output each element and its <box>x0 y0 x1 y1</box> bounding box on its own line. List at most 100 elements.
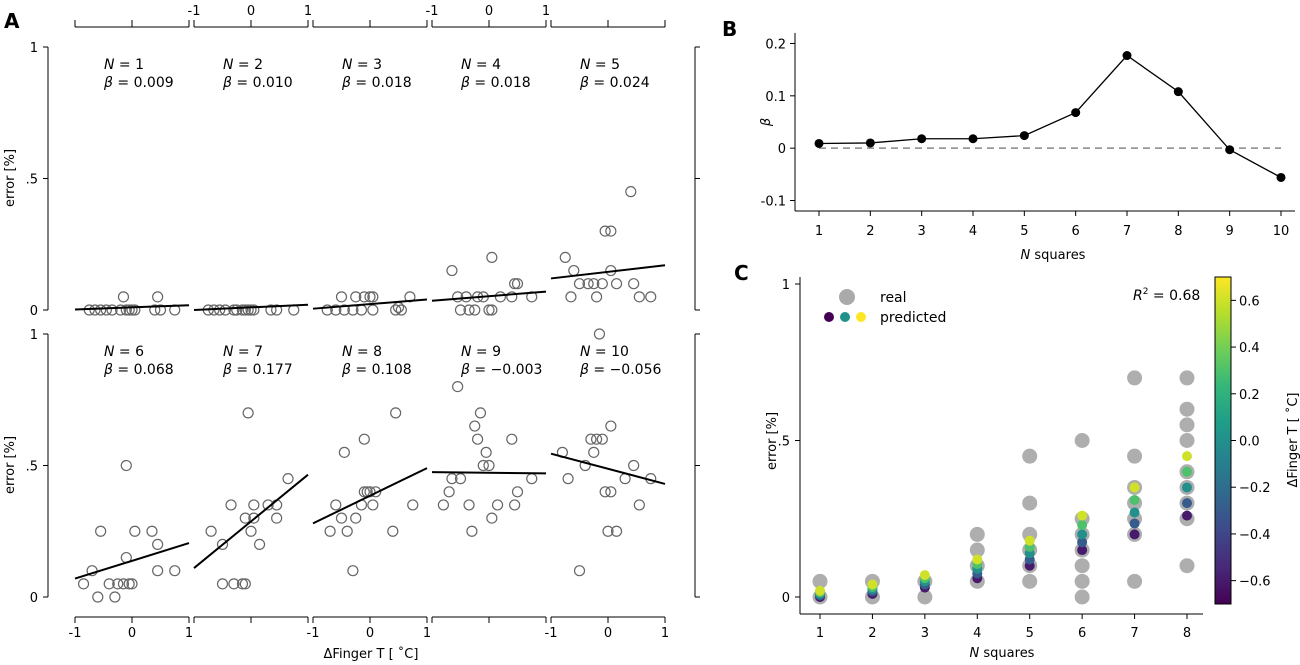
subplot-n-label: N = 4 <box>461 57 501 73</box>
data-point <box>605 486 617 498</box>
data-point <box>628 459 640 472</box>
beta-point <box>1122 51 1132 61</box>
data-point <box>392 301 405 313</box>
data-point <box>407 499 419 511</box>
beta-symbol: β <box>222 362 232 378</box>
panel-b-xtick-label: 8 <box>1174 224 1182 239</box>
colorbar-gradient <box>1214 276 1232 605</box>
regression-line <box>550 452 666 485</box>
n-value: = 3 <box>352 57 382 73</box>
beta-point <box>968 134 978 144</box>
subplot-beta-label: β = 0.010 <box>222 75 293 91</box>
data-point <box>282 473 294 485</box>
beta-point <box>1071 108 1081 118</box>
panel-b-ytick-label: -0.1 <box>761 195 786 210</box>
data-point <box>483 304 495 316</box>
beta-symbol: β <box>579 362 589 378</box>
data-point <box>109 591 121 603</box>
beta-symbol: β <box>222 75 232 91</box>
data-point <box>454 304 467 316</box>
data-point <box>596 433 608 445</box>
predicted-point <box>1024 535 1035 546</box>
real-point <box>1179 558 1195 574</box>
panel-a-ytick-label: 1 <box>30 41 38 56</box>
data-point <box>395 304 407 316</box>
data-point <box>486 251 498 263</box>
real-point <box>1074 558 1090 574</box>
subplot-n-label: N = 5 <box>580 57 620 73</box>
data-point <box>129 525 141 537</box>
beta-point <box>1225 145 1235 155</box>
data-point <box>511 486 524 498</box>
data-point <box>605 225 617 237</box>
data-point <box>239 512 251 524</box>
n-symbol: N <box>223 57 234 73</box>
legend-real-marker <box>839 289 855 305</box>
data-point <box>599 486 611 498</box>
data-point <box>77 578 90 590</box>
n-symbol: N <box>342 344 353 360</box>
predicted-point <box>1129 529 1140 540</box>
data-point <box>228 304 240 316</box>
panel-a-subplot-n9: N = 9β = −0.003 <box>431 344 547 537</box>
panel-a-ylabel-bottom: error [%] <box>3 436 18 494</box>
n-symbol: N <box>104 57 115 73</box>
panel-a-xlabel: ΔFinger T [ ˚C] <box>324 646 419 662</box>
data-point <box>582 278 594 290</box>
data-point <box>506 291 518 303</box>
data-point <box>364 291 376 303</box>
beta-value: = 0.068 <box>113 362 174 378</box>
data-point <box>242 407 254 419</box>
subplot-n-label: N = 7 <box>223 344 263 360</box>
panel-a-subplot-n6: N = 6β = 0.068 <box>74 344 190 603</box>
data-point <box>350 291 362 303</box>
real-point <box>1179 401 1195 417</box>
panel-c-ytick-label: 1 <box>782 278 790 293</box>
beta-value: = 0.009 <box>113 75 174 91</box>
data-point <box>509 499 521 511</box>
data-point <box>573 278 586 290</box>
predicted-point <box>1129 518 1140 529</box>
panel-b-xlabel-n: N <box>1021 248 1031 263</box>
panel-a-top-tick-label: -1 <box>188 4 201 19</box>
data-point <box>474 407 487 419</box>
n-value: = 6 <box>114 344 144 360</box>
r-squared-annotation: R2 = 0.68 <box>1133 287 1200 304</box>
data-point <box>106 304 118 316</box>
data-point <box>154 304 167 316</box>
beta-series-line <box>818 54 1282 179</box>
colorbar-label-delta: Δ <box>1286 478 1300 487</box>
subplot-beta-label: β = 0.018 <box>341 75 412 91</box>
panel-a-bottom-tick-label: 0 <box>604 626 612 641</box>
data-point <box>92 591 104 603</box>
panel-a-xlabel-text: Finger T [ ˚C] <box>332 646 418 662</box>
data-point <box>262 499 274 511</box>
subplot-n-label: N = 9 <box>461 344 501 360</box>
panel-b-xtick-label: 5 <box>1020 224 1028 239</box>
panel-b-xtick-label: 7 <box>1123 224 1131 239</box>
subplot-n-label: N = 8 <box>342 344 382 360</box>
data-point <box>236 304 249 316</box>
beta-symbol: β <box>460 75 470 91</box>
data-point <box>390 304 402 316</box>
beta-value: = 0.177 <box>232 362 293 378</box>
panel-a-top-tick-label: 1 <box>542 4 550 19</box>
n-value: = 10 <box>590 344 628 360</box>
data-point <box>454 473 467 485</box>
panel-c-xtick-label: 5 <box>1026 626 1034 641</box>
real-point <box>1179 370 1195 386</box>
data-point <box>463 304 475 316</box>
panel-a-top-tick-label: 0 <box>247 4 255 19</box>
panel-a-ytick-label: 1 <box>30 328 38 343</box>
data-point <box>271 304 283 316</box>
regression-line <box>312 467 428 525</box>
data-point <box>216 578 229 590</box>
data-point <box>367 499 379 511</box>
data-point <box>324 525 336 537</box>
panel-a-subplot-n3: N = 3β = 0.018 <box>312 57 428 316</box>
legend-predicted-marker <box>824 312 834 322</box>
predicted-point <box>815 585 825 596</box>
data-point <box>123 304 135 316</box>
subplot-beta-label: β = 0.024 <box>579 75 650 91</box>
legend-predicted-label: predicted <box>880 310 946 326</box>
